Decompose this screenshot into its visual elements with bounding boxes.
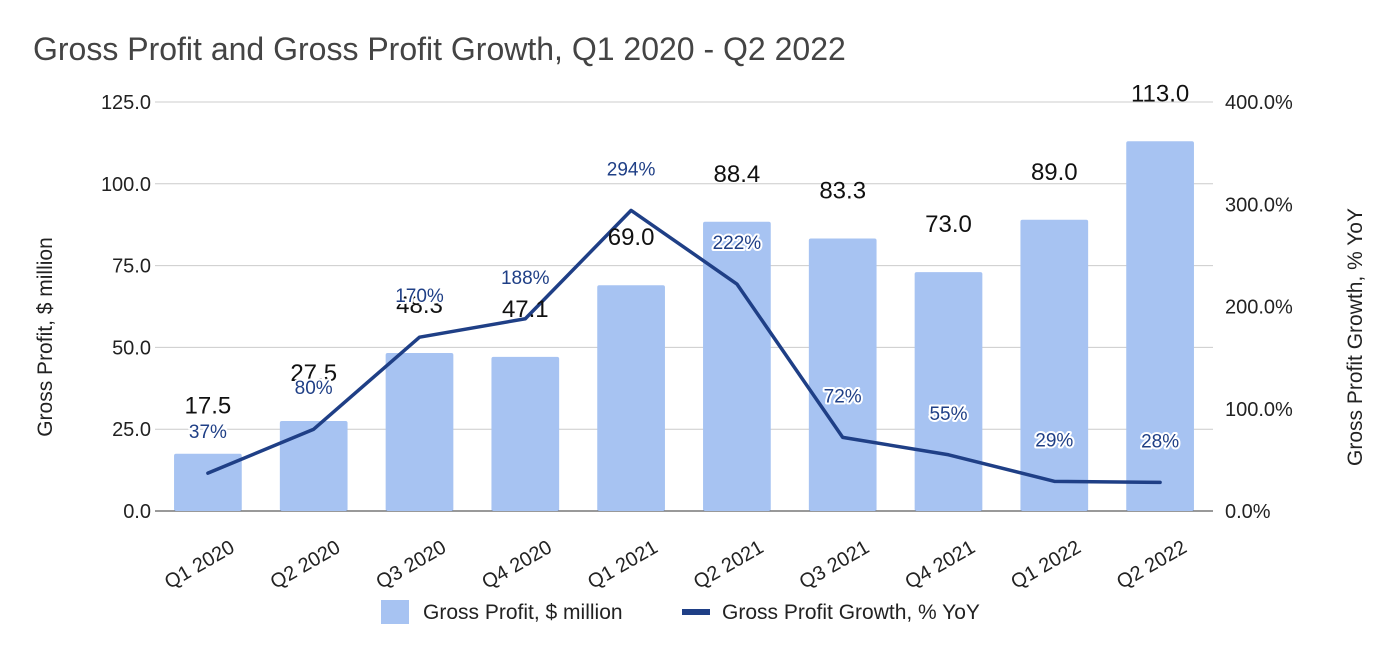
- line-data-label: 294%: [607, 159, 656, 180]
- chart-title: Gross Profit and Gross Profit Growth, Q1…: [33, 31, 846, 67]
- right-tick-label: 0.0%: [1225, 501, 1271, 523]
- x-tick-label: Q4 2021: [902, 536, 979, 593]
- legend: Gross Profit, $ million Gross Profit Gro…: [381, 600, 980, 624]
- right-tick-label: 400.0%: [1225, 92, 1293, 114]
- right-tick-label: 300.0%: [1225, 194, 1293, 216]
- left-tick-label: 125.0: [101, 92, 151, 114]
- bar: [808, 238, 877, 512]
- right-axis-title: Gross Profit Growth, % YoY: [1344, 208, 1367, 466]
- bar-data-label: 83.3: [819, 177, 866, 204]
- bar: [279, 421, 348, 511]
- line-data-label: 29%: [1035, 430, 1073, 451]
- right-tick-label: 200.0%: [1225, 297, 1293, 319]
- left-axis-title: Gross Profit, $ million: [34, 237, 57, 437]
- bar-data-label: 69.0: [608, 224, 655, 251]
- x-tick-label: Q4 2020: [478, 536, 555, 593]
- right-axis-ticks: 0.0% 100.0% 200.0% 300.0% 400.0%: [1225, 92, 1293, 523]
- x-tick-label: Q3 2020: [373, 536, 450, 593]
- bar-series: [174, 141, 1194, 512]
- x-tick-label: Q3 2021: [796, 536, 873, 593]
- left-tick-label: 100.0: [101, 174, 151, 196]
- line-data-labels: 37% 80% 170% 188% 294% 222% 72% 55% 29% 28%: [187, 157, 1181, 454]
- bar: [491, 356, 560, 511]
- line-data-label: 28%: [1141, 431, 1179, 452]
- x-tick-label: Q2 2021: [690, 536, 767, 593]
- line-data-label: 188%: [501, 268, 550, 289]
- legend-line-label: Gross Profit Growth, % YoY: [722, 601, 980, 624]
- x-tick-label: Q1 2021: [584, 536, 661, 593]
- bar: [597, 285, 665, 511]
- x-tick-label: Q1 2020: [161, 536, 238, 593]
- line-data-label: 80%: [295, 378, 333, 399]
- line-series: [206, 208, 1162, 485]
- left-axis-ticks: 0.0 25.0 50.0 75.0 100.0 125.0: [101, 92, 151, 523]
- bar: [385, 352, 454, 511]
- bar-data-labels: 17.5 27.5 48.3 47.1 69.0 88.4 83.3 73.0 89.0 113.…: [185, 80, 1190, 419]
- legend-bar-label: Gross Profit, $ million: [423, 601, 623, 624]
- bar: [1020, 219, 1089, 512]
- bar-data-label: 89.0: [1031, 159, 1078, 186]
- left-tick-label: 25.0: [112, 419, 151, 441]
- left-tick-label: 0.0: [123, 501, 151, 523]
- line-data-label: 222%: [713, 233, 762, 254]
- line-data-label: 72%: [824, 386, 862, 407]
- bar-data-label: 17.5: [185, 393, 232, 420]
- bar-data-label: 113.0: [1131, 80, 1189, 107]
- line-data-label: 170%: [395, 286, 444, 307]
- x-axis-ticks: Q1 2020 Q2 2020 Q3 2020 Q4 2020 Q1 2021 Q2 20…: [161, 536, 1191, 593]
- x-tick-label: Q1 2022: [1007, 536, 1084, 593]
- x-tick-label: Q2 2020: [267, 536, 344, 593]
- bar: [174, 453, 242, 511]
- line-data-label: 55%: [929, 404, 967, 425]
- x-tick-label: Q2 2022: [1113, 536, 1190, 593]
- left-tick-label: 75.0: [112, 256, 151, 278]
- right-tick-label: 100.0%: [1225, 399, 1293, 421]
- legend-line-swatch: [682, 609, 710, 615]
- bar-data-label: 73.0: [925, 211, 972, 238]
- bar-data-label: 27.5: [290, 360, 337, 387]
- bar: [703, 221, 771, 512]
- legend-bar-swatch: [381, 600, 409, 624]
- left-tick-label: 50.0: [112, 337, 151, 359]
- growth-line: [206, 208, 1162, 485]
- bar: [914, 272, 983, 511]
- bar-data-label: 47.1: [502, 296, 549, 323]
- bar-data-label: 88.4: [714, 161, 761, 188]
- bar-data-label: 48.3: [396, 292, 443, 319]
- line-data-label: 37%: [189, 422, 227, 443]
- bar: [1126, 141, 1194, 511]
